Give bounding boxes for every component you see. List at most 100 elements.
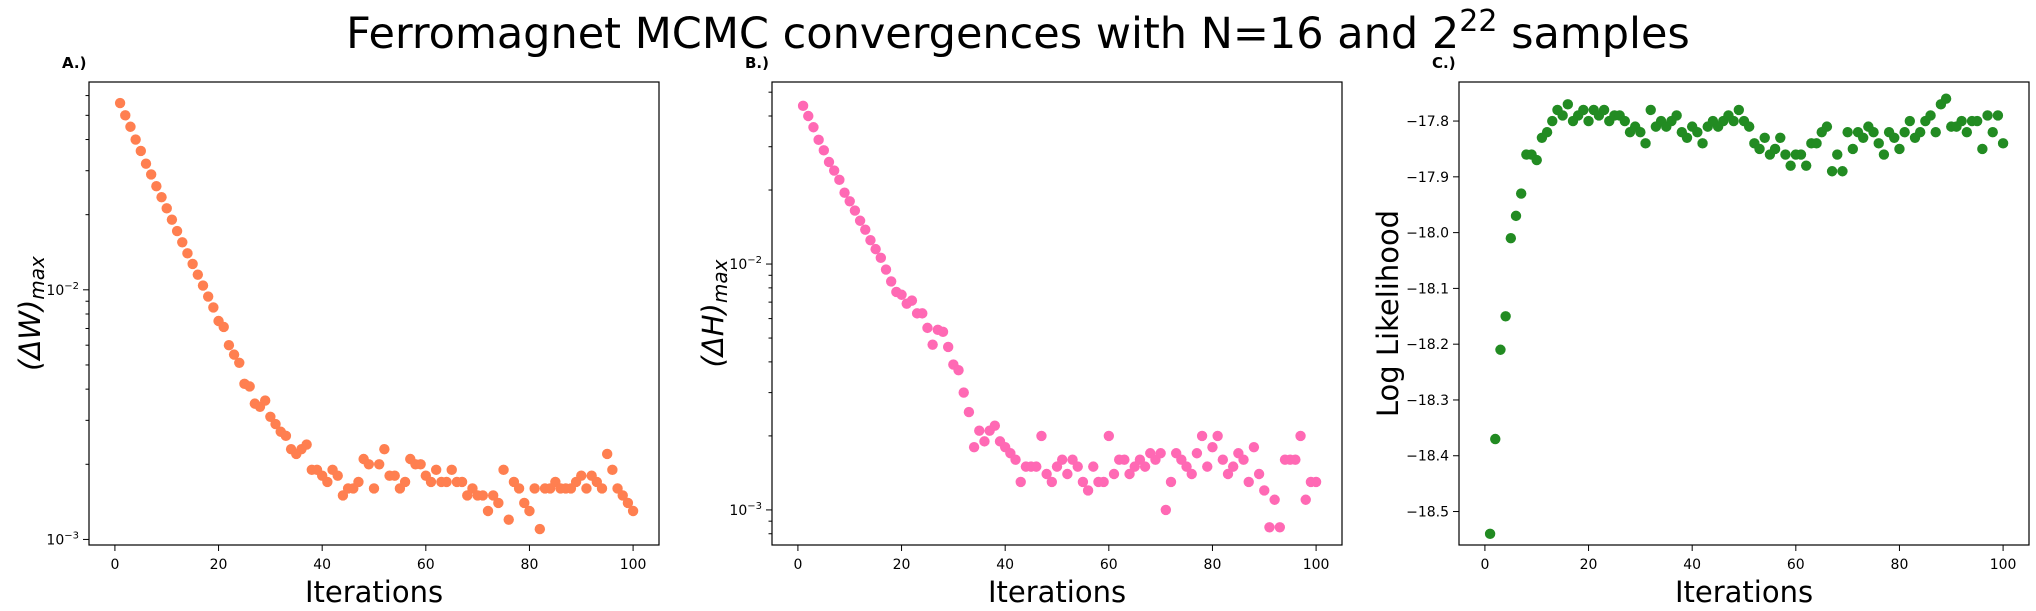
data-point xyxy=(1500,311,1511,322)
data-point xyxy=(818,145,830,156)
data-point xyxy=(968,441,980,453)
y-tick-label: 10−2 xyxy=(46,281,79,299)
data-point xyxy=(265,411,276,422)
x-axis-label: Iterations xyxy=(1675,575,1813,609)
data-point xyxy=(259,395,271,406)
data-point xyxy=(1878,149,1890,160)
data-point xyxy=(813,134,824,146)
data-point xyxy=(1077,476,1089,488)
data-point xyxy=(1578,104,1589,116)
data-point xyxy=(1697,138,1708,149)
data-point xyxy=(1795,149,1807,160)
data-point xyxy=(1196,430,1208,442)
data-point xyxy=(1904,115,1916,127)
data-point xyxy=(301,439,312,450)
y-tick-label: −18.1 xyxy=(1406,281,1449,297)
x-tick-label: 80 xyxy=(1204,557,1222,573)
data-point xyxy=(1769,143,1781,155)
data-point xyxy=(1987,127,1998,138)
data-point xyxy=(441,476,452,488)
data-point xyxy=(1290,454,1301,465)
data-point xyxy=(1274,522,1286,533)
panel-a: A.) 0 20 40 60 80 100 10−2 10−3 Iterations (ΔW)max xyxy=(13,54,660,609)
data-point xyxy=(1645,104,1656,116)
data-point xyxy=(1505,232,1517,244)
data-point xyxy=(1562,99,1574,110)
y-tick-label: −18.5 xyxy=(1406,505,1449,521)
data-point xyxy=(1800,160,1812,171)
data-point xyxy=(1930,127,1941,138)
data-point xyxy=(1531,154,1542,166)
data-point xyxy=(1160,504,1172,516)
data-point xyxy=(1036,430,1047,442)
series-points xyxy=(1484,93,2009,540)
data-point xyxy=(1977,143,1988,155)
data-point xyxy=(1062,468,1073,480)
data-point xyxy=(1269,494,1280,505)
figure-suptitle: Ferromagnet MCMC convergences with N=16 … xyxy=(346,4,1690,59)
data-point xyxy=(1940,93,1952,104)
data-point xyxy=(1098,476,1109,488)
y-tick-label: −18.3 xyxy=(1406,393,1449,409)
data-point xyxy=(332,470,343,481)
x-tick-label: 0 xyxy=(110,557,119,573)
data-point xyxy=(1692,127,1703,138)
data-point xyxy=(865,235,876,246)
x-tick-label: 80 xyxy=(521,557,539,573)
data-point xyxy=(120,110,131,121)
data-point xyxy=(1826,166,1838,177)
data-point xyxy=(1238,454,1249,465)
x-tick-label: 20 xyxy=(893,557,911,573)
data-point xyxy=(1671,110,1682,121)
data-point xyxy=(379,443,390,455)
data-point xyxy=(1541,127,1553,138)
data-point xyxy=(114,97,126,109)
data-point xyxy=(989,420,1001,431)
y-axis-label: (ΔW)max xyxy=(13,256,49,371)
data-point xyxy=(1207,441,1218,453)
x-tick-label: 0 xyxy=(793,557,802,573)
data-point xyxy=(849,205,861,216)
data-point xyxy=(171,225,183,237)
data-point xyxy=(942,341,954,353)
data-point xyxy=(885,276,897,287)
x-tick-label: 100 xyxy=(1303,557,1330,573)
data-point xyxy=(1202,461,1213,472)
data-point xyxy=(156,191,167,203)
data-point xyxy=(1253,468,1265,480)
suptitle-main: Ferromagnet MCMC convergences with N=16 … xyxy=(346,9,1459,59)
data-point xyxy=(1899,127,1910,138)
data-point xyxy=(1165,476,1177,488)
data-point xyxy=(1217,454,1229,465)
y-tick-label: −17.8 xyxy=(1406,114,1449,130)
data-point xyxy=(1108,468,1120,480)
panel-label: B.) xyxy=(745,54,769,72)
data-point xyxy=(1300,494,1311,505)
data-point xyxy=(1868,127,1879,138)
data-point xyxy=(1598,104,1610,116)
data-point xyxy=(135,145,147,157)
panel-label: A.) xyxy=(62,54,86,72)
data-point xyxy=(151,181,162,192)
data-point xyxy=(1212,430,1223,442)
data-point xyxy=(617,490,628,501)
series-points xyxy=(797,100,1322,533)
data-point xyxy=(1490,433,1501,445)
y-axis-label: (ΔH)max xyxy=(696,259,732,367)
data-point xyxy=(1873,138,1884,149)
data-point xyxy=(927,339,938,350)
data-point xyxy=(1889,132,1900,143)
data-point xyxy=(1837,166,1848,177)
data-point xyxy=(896,289,907,300)
data-point xyxy=(1264,522,1275,533)
suptitle-tail: samples xyxy=(1497,9,1689,59)
data-point xyxy=(963,406,975,418)
y-tick-label: 10−3 xyxy=(46,530,79,548)
x-tick-label: 60 xyxy=(417,557,435,573)
x-tick-label: 20 xyxy=(210,557,228,573)
data-point xyxy=(498,464,509,476)
data-point xyxy=(524,505,535,517)
data-point xyxy=(1310,476,1322,488)
data-point xyxy=(1243,476,1254,488)
